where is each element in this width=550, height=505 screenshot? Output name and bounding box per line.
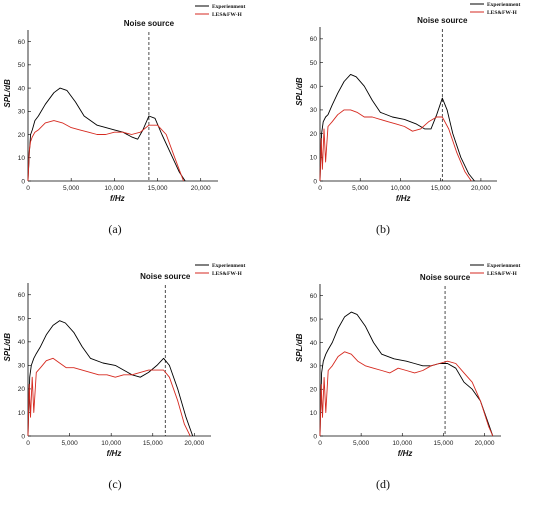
y-tick-label: 40 (18, 339, 26, 346)
y-tick-label: 0 (21, 178, 25, 185)
x-tick-label: 15,000 (143, 440, 163, 447)
y-tick-label: 30 (310, 107, 318, 114)
x-tick-label: 5,000 (61, 440, 78, 447)
x-tick-label: 10,000 (392, 440, 412, 447)
noise-source-label: Noise source (417, 16, 468, 25)
legend-label: LES&FW-H (212, 12, 242, 18)
y-tick-label: 0 (313, 433, 317, 440)
x-tick-label: 10,000 (391, 185, 411, 192)
caption-c: (c) (108, 477, 122, 491)
y-tick-label: 40 (310, 84, 318, 91)
y-axis-label: SPL/dB (295, 77, 304, 106)
series-line-les-fwh (319, 109, 472, 182)
legend-label: LES&FW-H (487, 10, 517, 16)
y-tick-label: 0 (21, 433, 25, 440)
chart-b: 0 10 20 30 40 50 60 0 5,000 10,000 15,000 20,000 f/H… (295, 2, 520, 203)
noise-source-label: Noise source (420, 273, 471, 282)
y-tick-label: 0 (313, 178, 317, 185)
series-line-experiment (27, 320, 194, 437)
chart-panel-b: 0 10 20 30 40 50 60 0 5,000 10,000 15,000 20,000 f/H… (275, 0, 550, 250)
x-tick-label: 20,000 (471, 185, 491, 192)
y-tick-label: 50 (310, 316, 318, 323)
y-tick-label: 60 (310, 293, 318, 300)
x-tick-label: 5,000 (353, 440, 370, 447)
y-tick-label: 40 (18, 85, 26, 92)
legend-label: Experienment (212, 4, 245, 10)
x-tick-label: 0 (318, 440, 322, 447)
x-tick-label: 0 (318, 185, 322, 192)
chart-c: 0 10 20 30 40 50 60 0 5,000 10,000 15,000 20,000 f/H… (3, 263, 245, 458)
y-tick-label: 60 (18, 292, 26, 299)
y-tick-label: 60 (18, 39, 26, 46)
x-tick-label: 0 (26, 185, 30, 192)
y-tick-label: 20 (310, 131, 318, 138)
x-tick-label: 15,000 (431, 185, 451, 192)
x-tick-label: 15,000 (148, 185, 168, 192)
series-line-les-fwh (27, 120, 184, 182)
x-tick-label: 20,000 (191, 185, 211, 192)
y-tick-label: 10 (310, 410, 318, 417)
x-tick-label: 5,000 (63, 185, 80, 192)
series-line-experiment (319, 311, 494, 437)
chart-panel-a: 0 10 20 30 40 50 60 0 5,000 10,000 15,000 20,000 f/H… (0, 0, 275, 250)
x-tick-label: 10,000 (101, 440, 121, 447)
x-tick-label: 20,000 (184, 440, 204, 447)
x-tick-label: 15,000 (433, 440, 453, 447)
y-tick-label: 10 (18, 155, 26, 162)
x-tick-label: 5,000 (352, 185, 369, 192)
caption-b: (b) (376, 222, 390, 236)
y-tick-label: 50 (310, 60, 318, 67)
x-tick-label: 20,000 (475, 440, 495, 447)
legend-label: LES&FW-H (212, 271, 242, 277)
series-line-les-fwh (27, 357, 191, 437)
chart-a: 0 10 20 30 40 50 60 0 5,000 10,000 15,000 20,000 f/H… (3, 4, 245, 203)
y-tick-label: 30 (310, 363, 318, 370)
chart-d: 0 10 20 30 40 50 60 0 5,000 10,000 15,000 20,000 f/H… (295, 263, 520, 458)
x-axis-label: f/Hz (398, 449, 413, 458)
y-tick-label: 10 (310, 155, 318, 162)
chart-panel-d: 0 10 20 30 40 50 60 0 5,000 10,000 15,000 20,000 f/H… (275, 255, 550, 505)
caption-a: (a) (108, 222, 122, 236)
y-axis-label: SPL/dB (3, 333, 12, 362)
series-line-experiment (27, 87, 186, 182)
legend-label: Experienment (487, 263, 520, 269)
y-tick-label: 20 (18, 386, 26, 393)
noise-source-label: Noise source (140, 272, 191, 281)
y-tick-label: 60 (310, 36, 318, 43)
x-axis-label: f/Hz (107, 449, 122, 458)
x-tick-label: 0 (26, 440, 30, 447)
y-tick-label: 20 (310, 387, 318, 394)
y-tick-label: 40 (310, 340, 318, 347)
caption-d: (d) (376, 477, 390, 491)
chart-panel-c: 0 10 20 30 40 50 60 0 5,000 10,000 15,000 20,000 f/H… (0, 255, 275, 505)
noise-source-label: Noise source (124, 19, 175, 28)
y-tick-label: 30 (18, 109, 26, 116)
legend-label: Experienment (212, 263, 245, 269)
y-tick-label: 50 (18, 316, 26, 323)
series-line-experiment (319, 73, 475, 182)
series-line-les-fwh (319, 351, 494, 437)
y-tick-label: 50 (18, 62, 26, 69)
x-axis-label: f/Hz (110, 194, 125, 203)
legend-label: LES&FW-H (487, 271, 517, 277)
y-axis-label: SPL/dB (3, 79, 12, 108)
y-tick-label: 10 (18, 410, 26, 417)
legend-label: Experienment (487, 2, 520, 8)
x-axis-label: f/Hz (396, 194, 411, 203)
x-tick-label: 10,000 (104, 185, 124, 192)
y-tick-label: 20 (18, 132, 26, 139)
y-tick-label: 30 (18, 363, 26, 370)
y-axis-label: SPL/dB (295, 333, 304, 362)
